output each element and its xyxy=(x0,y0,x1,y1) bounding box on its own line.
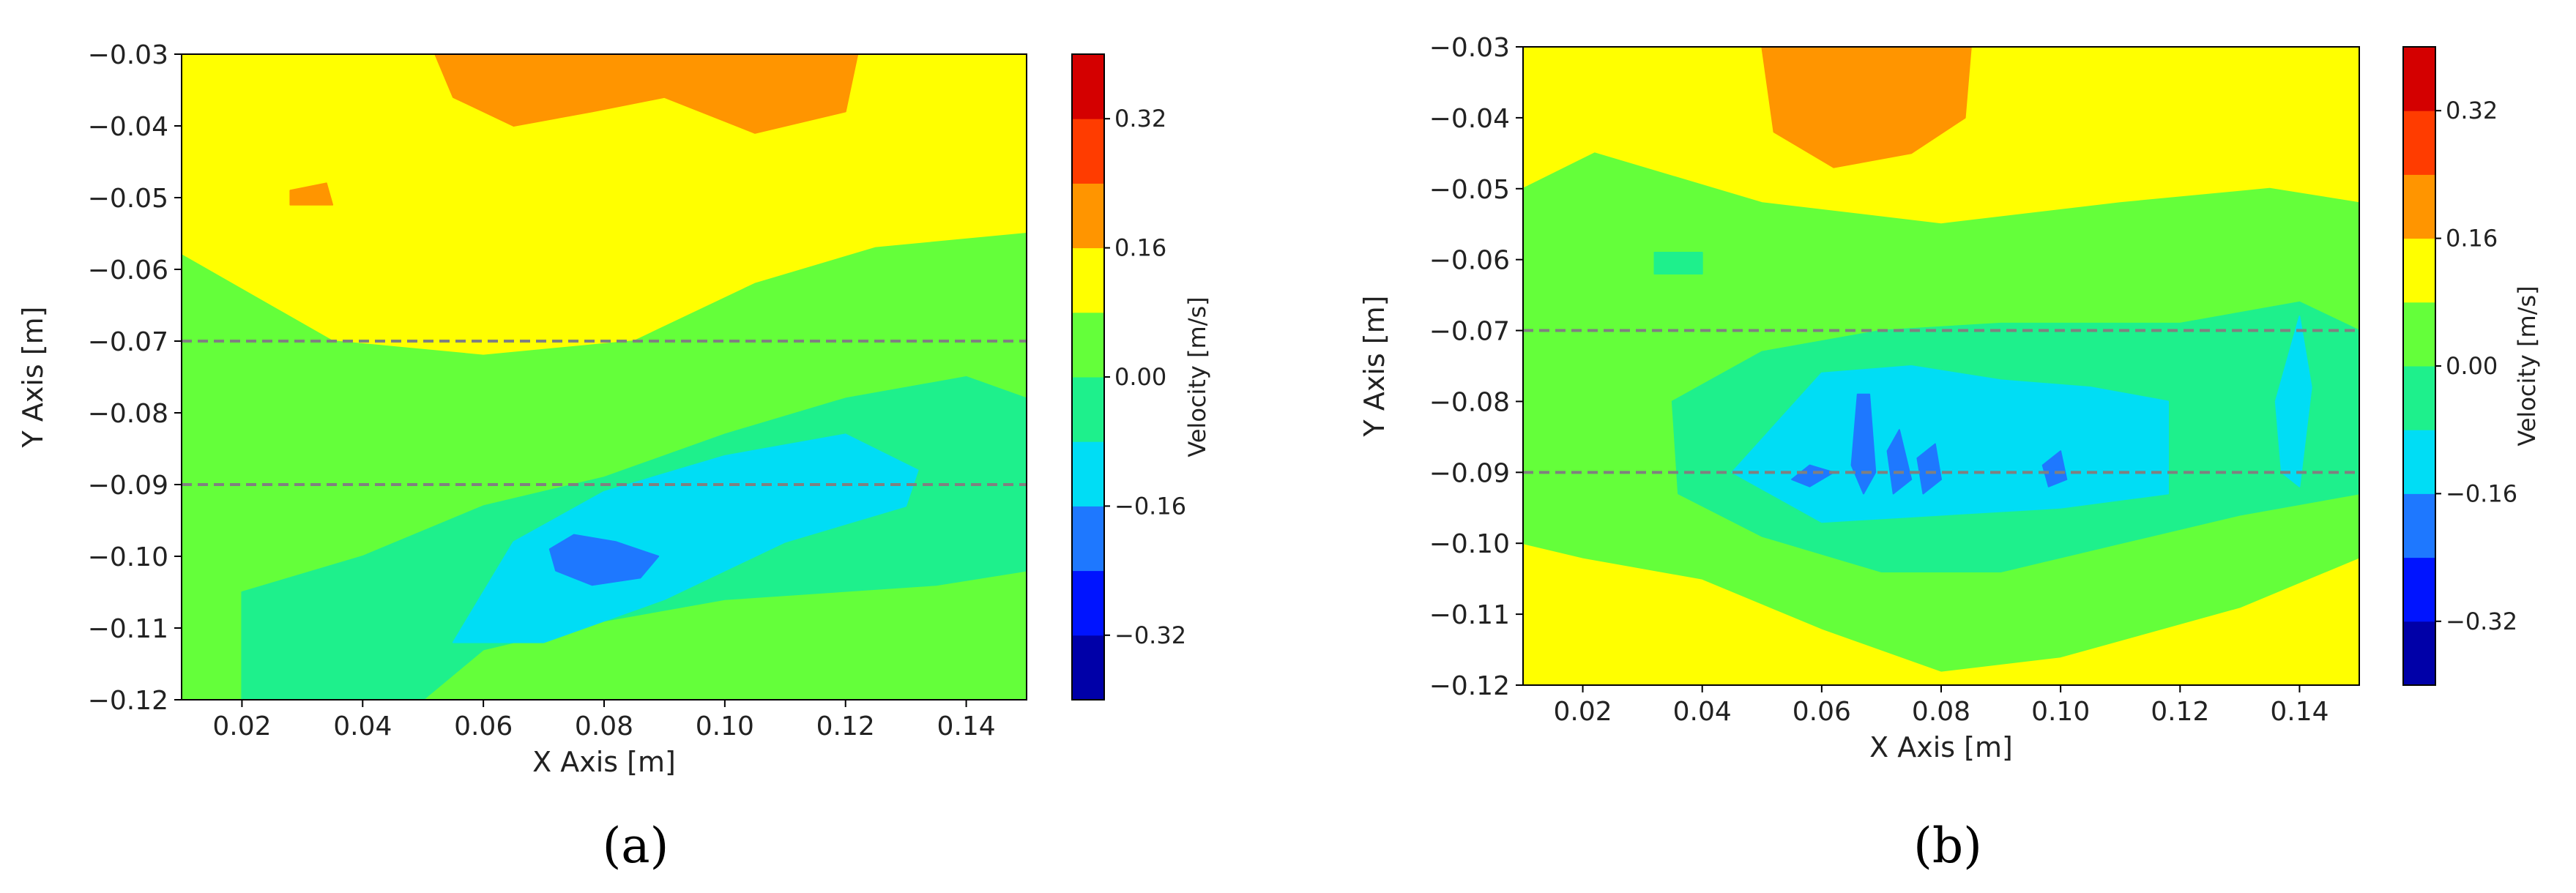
colorbar-segment-4 xyxy=(2403,366,2435,430)
y-tick-label: −0.07 xyxy=(1429,317,1510,347)
colorbar-tick-label: 0.00 xyxy=(2446,352,2498,380)
colorbar-tick-label: 0.32 xyxy=(1114,105,1166,132)
colorbar-segment-2 xyxy=(1072,506,1104,572)
contour-region-3 xyxy=(452,433,919,643)
colorbar-tick-label: 0.16 xyxy=(1114,234,1166,262)
contour-region-4 xyxy=(548,534,660,586)
colorbar-segment-5 xyxy=(1072,312,1104,378)
colorbar-segment-8 xyxy=(2403,111,2435,175)
contour-region-10 xyxy=(2041,450,2068,487)
y-tick-label: −0.11 xyxy=(1429,600,1510,630)
colorbar-segment-2 xyxy=(2403,493,2435,558)
x-tick-label: 0.08 xyxy=(1912,697,1970,727)
y-tick-label: −0.06 xyxy=(88,255,168,285)
contour-region-7 xyxy=(1850,393,1877,495)
contour-regions xyxy=(1523,47,2359,685)
y-axis-label: Y Axis [m] xyxy=(1358,296,1391,438)
x-axis-label: X Axis [m] xyxy=(1869,731,2013,763)
colorbar-tick-label: 0.32 xyxy=(2446,97,2498,124)
colorbar-segment-1 xyxy=(2403,557,2435,622)
contour-region-11 xyxy=(1761,47,1972,168)
y-tick-label: −0.04 xyxy=(1429,104,1510,134)
y-tick-label: −0.07 xyxy=(88,327,168,357)
colorbar-segment-7 xyxy=(1072,183,1104,249)
x-tick-label: 0.04 xyxy=(333,711,392,741)
contour-region-5 xyxy=(434,54,859,134)
x-tick-label: 0.10 xyxy=(2031,697,2090,727)
colorbar-tick-label: 0.16 xyxy=(2446,225,2498,253)
y-tick-label: −0.08 xyxy=(88,399,168,429)
y-tick-label: −0.06 xyxy=(1429,246,1510,276)
x-tick-label: 0.12 xyxy=(816,711,875,741)
panel-a: 0.02 0.04 0.06 0.08 0.10 0.12 0.14 −0.12 −0.11 −0… xyxy=(17,40,1211,874)
colorbar-segment-5 xyxy=(2403,302,2435,367)
y-tick-label: −0.05 xyxy=(88,184,168,214)
colorbar-segment-3 xyxy=(2403,430,2435,494)
x-tick-label: 0.10 xyxy=(696,711,754,741)
colorbar-segment-7 xyxy=(2403,174,2435,239)
y-tick-label: −0.12 xyxy=(88,686,168,716)
colorbar-segment-0 xyxy=(1072,635,1104,700)
x-tick-label: 0.14 xyxy=(2270,697,2329,727)
y-tick-label: −0.09 xyxy=(1429,458,1510,488)
colorbar-segment-9 xyxy=(1072,54,1104,119)
y-tick-label: −0.10 xyxy=(88,542,168,572)
contour-region-9 xyxy=(1916,443,1942,495)
x-tick-label: 0.04 xyxy=(1673,697,1732,727)
contour-region-6 xyxy=(289,182,334,206)
colorbar-segment-1 xyxy=(1072,570,1104,636)
x-tick-label: 0.08 xyxy=(575,711,633,741)
contour-region-3 xyxy=(1653,252,1703,274)
y-tick-label: −0.10 xyxy=(1429,529,1510,559)
panel-label: (a) xyxy=(603,818,669,874)
colorbar-tick-label: 0.00 xyxy=(1114,363,1166,391)
x-tick-label: 0.14 xyxy=(937,711,995,741)
colorbar-segment-9 xyxy=(2403,47,2435,111)
colorbar-segment-3 xyxy=(1072,441,1104,507)
y-axis-label: Y Axis [m] xyxy=(17,307,49,449)
contour-regions xyxy=(182,54,1027,700)
contour-region-8 xyxy=(1886,429,1913,495)
colorbar-tick-label: −0.32 xyxy=(2446,608,2517,635)
x-tick-label: 0.12 xyxy=(2151,697,2209,727)
y-tick-label: −0.11 xyxy=(88,614,168,644)
colorbar-segment-6 xyxy=(1072,247,1104,313)
x-tick-label: 0.02 xyxy=(1553,697,1612,727)
colorbar-tick-label: −0.32 xyxy=(1114,621,1186,649)
x-axis-label: X Axis [m] xyxy=(532,746,676,778)
x-tick-label: 0.06 xyxy=(1793,697,1851,727)
colorbar-label: Velocity [m/s] xyxy=(2513,285,2541,446)
colorbar-segment-4 xyxy=(1072,377,1104,442)
panel-b: 0.02 0.04 0.06 0.08 0.10 0.12 0.14 −0.12 −0.11 −0… xyxy=(1358,33,2541,874)
colorbar-tick-label: −0.16 xyxy=(1114,492,1186,520)
contour-region-5 xyxy=(2274,315,2312,487)
x-tick-label: 0.02 xyxy=(212,711,271,741)
y-tick-label: −0.05 xyxy=(1429,175,1510,205)
colorbar-label: Velocity [m/s] xyxy=(1183,296,1211,457)
y-tick-label: −0.04 xyxy=(88,112,168,142)
y-tick-label: −0.03 xyxy=(1429,33,1510,63)
x-tick-label: 0.06 xyxy=(454,711,513,741)
panel-label: (b) xyxy=(1913,818,1982,874)
y-tick-label: −0.08 xyxy=(1429,387,1510,417)
colorbar-segment-6 xyxy=(2403,238,2435,303)
colorbar-tick-label: −0.16 xyxy=(2446,479,2517,507)
y-tick-label: −0.12 xyxy=(1429,671,1510,701)
colorbar-segment-0 xyxy=(2403,621,2435,686)
colorbar-segment-8 xyxy=(1072,119,1104,184)
y-tick-label: −0.03 xyxy=(88,40,168,70)
y-tick-label: −0.09 xyxy=(88,471,168,501)
